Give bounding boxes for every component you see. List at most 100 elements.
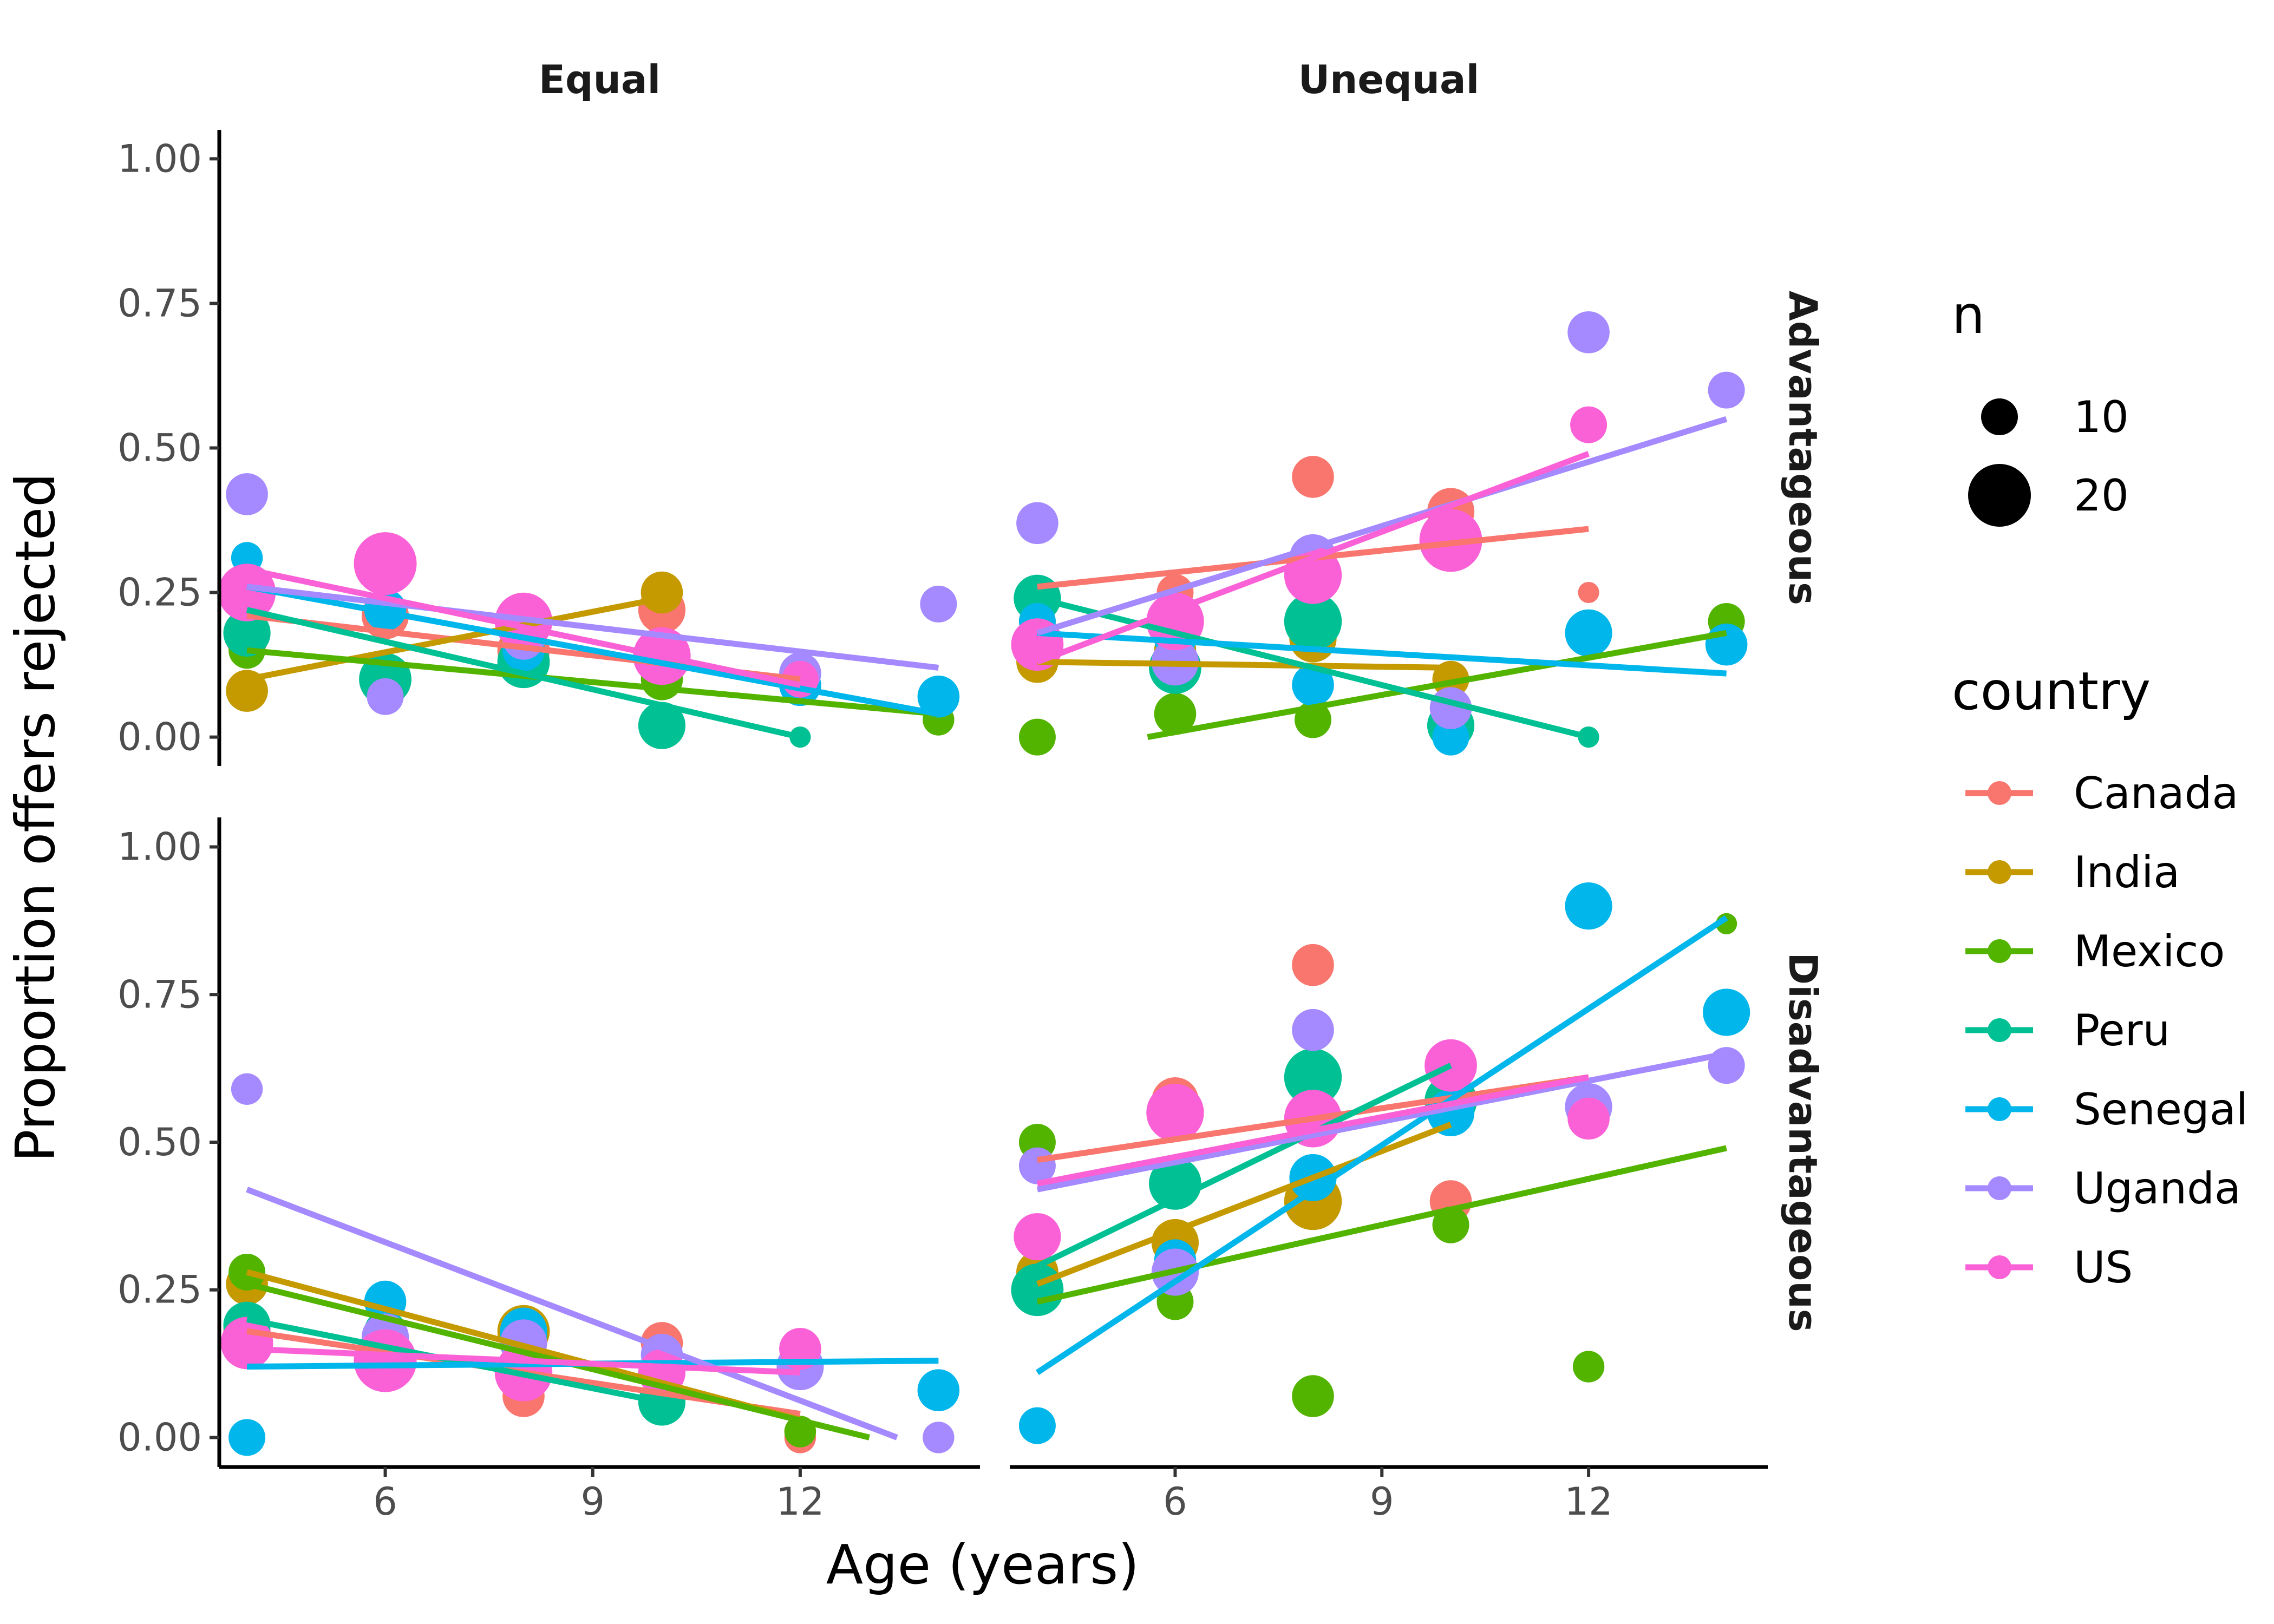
y-tick-label: 0.75 bbox=[117, 972, 202, 1017]
legend-key-point-uganda bbox=[1988, 1176, 2011, 1200]
data-point-us bbox=[1146, 1084, 1204, 1142]
fit-line-india bbox=[1036, 1122, 1452, 1287]
y-tick-label: 0.00 bbox=[117, 715, 202, 759]
data-point-uganda bbox=[1708, 1047, 1745, 1084]
data-point-india bbox=[641, 571, 683, 614]
data-point-mexico bbox=[1018, 718, 1056, 756]
data-point-peru bbox=[1284, 592, 1342, 651]
x-tick-label: 9 bbox=[1370, 1479, 1394, 1524]
fit-line-us bbox=[246, 566, 801, 688]
data-point-uganda bbox=[920, 585, 957, 623]
data-point-peru bbox=[1149, 1157, 1201, 1210]
fit-line-senegal bbox=[1035, 915, 1728, 1376]
data-point-india bbox=[226, 670, 268, 712]
data-point-mexico bbox=[1572, 1351, 1605, 1383]
fit-line-canada bbox=[1037, 1074, 1589, 1163]
data-point-us bbox=[220, 1317, 273, 1370]
legend-size-title: n bbox=[1952, 285, 1985, 345]
strip-label-equal: Equal bbox=[539, 57, 661, 102]
data-point-uganda bbox=[231, 1073, 263, 1105]
y-tick-label: 0.00 bbox=[117, 1415, 202, 1459]
data-point-mexico bbox=[1292, 1375, 1334, 1417]
data-point-mexico bbox=[1432, 1206, 1469, 1243]
data-point-uganda bbox=[1292, 1009, 1334, 1051]
legend-size-label: 10 bbox=[2074, 392, 2129, 442]
fit-line-india bbox=[246, 595, 663, 683]
panel-equal-disadvantageous bbox=[220, 1073, 960, 1456]
data-point-uganda bbox=[1016, 502, 1058, 545]
y-tick-label: 0.50 bbox=[117, 426, 202, 470]
data-point-senegal bbox=[1705, 623, 1748, 666]
y-tick-label: 1.00 bbox=[117, 825, 202, 869]
panel-equal-advantageous bbox=[218, 473, 960, 749]
fit-line-us bbox=[1036, 451, 1590, 665]
data-point-senegal bbox=[1018, 1407, 1056, 1444]
legend-color-title: country bbox=[1952, 661, 2151, 722]
data-point-us bbox=[354, 1329, 417, 1392]
y-tick-label: 1.00 bbox=[117, 136, 202, 181]
legend-key-point-senegal bbox=[1988, 1097, 2011, 1121]
data-point-us bbox=[1567, 1097, 1610, 1140]
y-tick-label: 0.25 bbox=[117, 1268, 202, 1312]
panel-unequal-disadvantageous bbox=[1011, 882, 1750, 1444]
legend-key-point-india bbox=[1988, 860, 2011, 884]
fit-line-uganda bbox=[246, 1187, 898, 1440]
panel-unequal-advantageous bbox=[1011, 311, 1748, 756]
data-point-us bbox=[1014, 1213, 1061, 1261]
strip-label-unequal: Unequal bbox=[1298, 57, 1480, 102]
data-point-uganda bbox=[226, 473, 268, 515]
legend-key-point-peru bbox=[1988, 1018, 2011, 1042]
data-point-peru bbox=[1284, 1048, 1342, 1106]
x-tick-label: 12 bbox=[776, 1479, 824, 1524]
data-point-senegal bbox=[1565, 609, 1612, 657]
y-tick-label: 0.50 bbox=[117, 1120, 202, 1164]
legend-label-senegal: Senegal bbox=[2074, 1084, 2248, 1135]
legend-label-canada: Canada bbox=[2074, 768, 2238, 818]
data-point-canada bbox=[1578, 581, 1599, 604]
x-tick-label: 12 bbox=[1565, 1479, 1613, 1524]
data-point-us bbox=[218, 564, 276, 621]
legend-size-label: 20 bbox=[2074, 470, 2129, 521]
fit-line-peru bbox=[1036, 1063, 1452, 1269]
axes-layer: Equal Unequal Advantageous Disadvantageous 0… bbox=[117, 57, 1826, 1524]
fit-line-peru bbox=[246, 607, 801, 740]
data-point-senegal bbox=[917, 676, 960, 718]
fit-line-senegal bbox=[246, 584, 939, 717]
fit-line-uganda bbox=[1036, 416, 1728, 636]
fit-line-mexico bbox=[246, 647, 939, 717]
legend-label-mexico: Mexico bbox=[2074, 926, 2225, 977]
panels-layer bbox=[218, 311, 1750, 1456]
data-point-canada bbox=[1292, 456, 1334, 498]
fit-line-india bbox=[1037, 659, 1451, 671]
legend-label-peru: Peru bbox=[2074, 1005, 2170, 1056]
y-tick-label: 0.25 bbox=[117, 571, 202, 615]
fit-line-uganda bbox=[1036, 1050, 1727, 1193]
x-tick-label: 6 bbox=[1163, 1479, 1187, 1524]
x-tick-label: 6 bbox=[373, 1479, 397, 1524]
fit-line-mexico bbox=[1036, 1145, 1727, 1305]
legend-key-point-mexico bbox=[1988, 939, 2011, 963]
legend-key-point-canada bbox=[1988, 781, 2011, 805]
data-point-uganda bbox=[1567, 311, 1610, 353]
data-point-senegal bbox=[1703, 988, 1750, 1036]
data-point-uganda bbox=[367, 678, 404, 715]
x-axis-title: Age (years) bbox=[826, 1533, 1139, 1596]
data-point-senegal bbox=[917, 1369, 960, 1411]
strip-label-advantageous: Advantageous bbox=[1780, 291, 1826, 605]
fit-line-us bbox=[246, 1346, 801, 1376]
strip-label-disadvantageous: Disadvantageous bbox=[1780, 952, 1826, 1332]
legend-size-key bbox=[1981, 398, 2018, 435]
fit-line-senegal bbox=[1037, 630, 1727, 677]
data-point-senegal bbox=[228, 1419, 266, 1456]
legend-layer: n 10 20 country Canada India Mexico Peru Senegal… bbox=[1952, 285, 2248, 1293]
data-point-senegal bbox=[1432, 718, 1469, 756]
legend-size-key bbox=[1968, 464, 2031, 527]
legend-key-point-us bbox=[1988, 1255, 2011, 1279]
fit-line-mexico bbox=[1147, 630, 1727, 741]
legend-label-uganda: Uganda bbox=[2074, 1163, 2241, 1214]
data-point-peru bbox=[223, 609, 271, 657]
data-point-mexico bbox=[1154, 693, 1197, 735]
data-point-peru bbox=[1011, 1263, 1064, 1317]
y-axis-title: Proportion offers rejected bbox=[4, 473, 67, 1162]
fit-line-peru bbox=[1036, 595, 1590, 740]
